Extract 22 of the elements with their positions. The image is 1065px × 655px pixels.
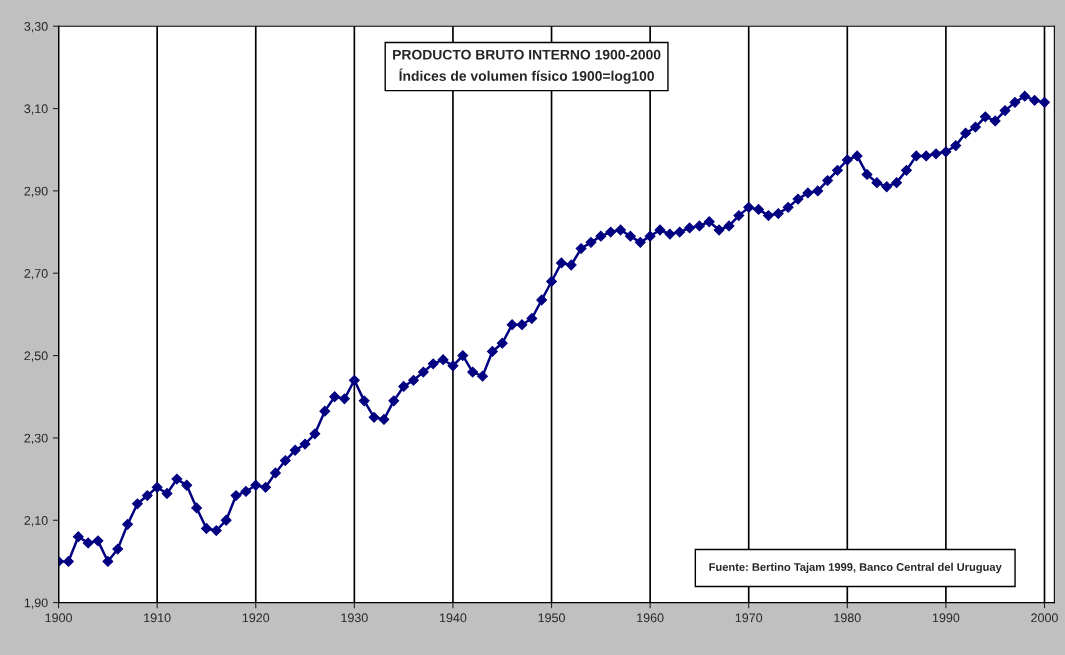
annotation: Fuente: Bertino Tajam 1999, Banco Central del Uruguay [709, 562, 1002, 574]
y-tick-label: 2,50 [24, 351, 48, 362]
y-tick-label: 3,10 [24, 104, 48, 115]
x-tick-label: 1960 [637, 613, 664, 623]
x-tick-label: 1910 [144, 613, 171, 623]
x-tick-label: 1970 [735, 613, 763, 623]
y-tick-label: 2,90 [24, 186, 48, 198]
x-tick-label: 1940 [439, 613, 467, 623]
x-tick-label: 1930 [341, 613, 368, 623]
y-tick-label: 2,70 [24, 269, 48, 280]
y-tick-label: 2,10 [24, 516, 48, 527]
x-tick-label: 1950 [538, 613, 565, 623]
text: PRODUCTO BRUTO INTERNO 1900-2000 [393, 49, 661, 60]
y-tick-label: 3,30 [24, 22, 48, 33]
text: Índices de volumen físico 1900=log100 [399, 68, 654, 84]
x-tick-label: 2000 [1031, 613, 1058, 623]
x-tick-label: 1900 [45, 613, 72, 623]
y-tick-label: 2,30 [24, 433, 48, 445]
x-tick-label: 1920 [242, 613, 270, 623]
x-tick-label: 1990 [932, 613, 960, 623]
x-tick-label: 1980 [834, 613, 861, 623]
y-tick-label: 1,90 [24, 598, 48, 609]
